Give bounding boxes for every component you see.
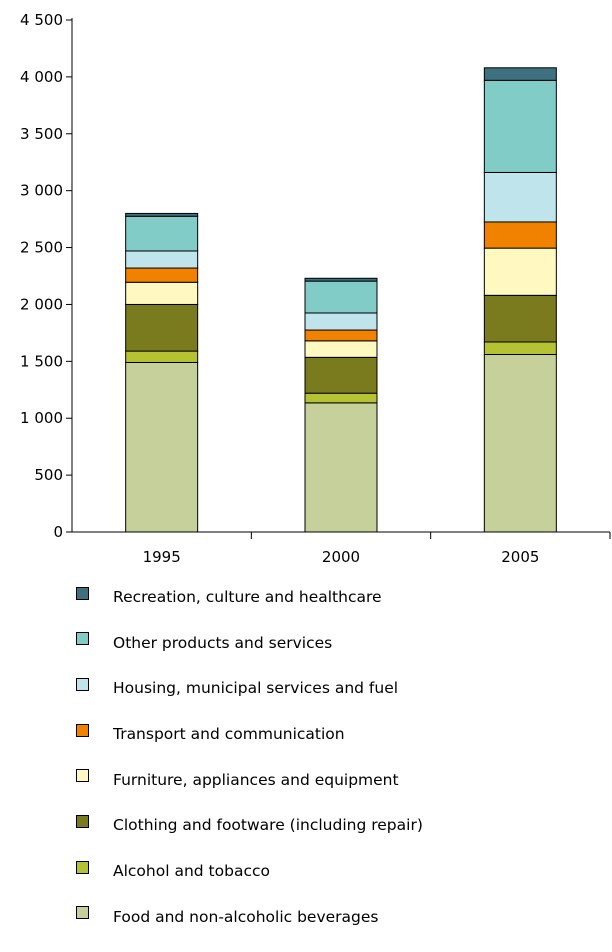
y-tick-label: 2 500 [20, 239, 63, 257]
legend-item: Recreation, culture and healthcare [76, 586, 423, 608]
legend-label: Housing, municipal services and fuel [113, 679, 399, 698]
legend-swatch [76, 723, 89, 737]
bar-segment [125, 303, 199, 352]
bar-segment [483, 341, 557, 356]
bar-segment [304, 356, 378, 394]
legend-label: Transport and communication [113, 725, 345, 744]
axes-layer: 0 500 1 000 1 500 2 000 2 500 3 000 3 500 4 000 4… [20, 11, 611, 566]
bar-segment [304, 280, 378, 314]
legend-swatch [76, 677, 89, 691]
y-tick-label: 4 500 [20, 11, 63, 29]
legend-item: Food and non-alcoholic beverages [76, 906, 423, 928]
bar-segment [483, 171, 557, 223]
bar-segment [304, 329, 378, 342]
y-tick-label: 500 [34, 466, 63, 484]
y-tick-label: 4 000 [20, 68, 63, 86]
bar-segment [483, 221, 557, 249]
bar-segment [483, 247, 557, 296]
bar-segment [304, 340, 378, 358]
legend-label: Food and non-alcoholic beverages [113, 907, 379, 926]
bar-segment [125, 267, 199, 283]
y-tick-label: 3 000 [20, 182, 63, 200]
x-tick-label: 1995 [143, 548, 181, 566]
bar-segment [304, 312, 378, 331]
legend-label: Clothing and footware (including repair) [113, 816, 423, 835]
bars-layer [125, 67, 557, 533]
bar-segment [125, 212, 199, 217]
legend-swatch [76, 769, 89, 783]
bar-segment [304, 277, 378, 282]
bar-segment [304, 392, 378, 404]
legend-label: Recreation, culture and healthcare [113, 588, 382, 606]
bar-segment [125, 250, 199, 269]
bar-segment [125, 281, 199, 305]
legend-label: Alcohol and tobacco [113, 862, 270, 881]
x-tick-label: 2005 [501, 548, 539, 566]
bar-segment [483, 294, 557, 343]
bar-segment [125, 215, 199, 252]
legend-item: Furniture, appliances and equipment [76, 769, 423, 791]
legend-item: Clothing and footware (including repair) [76, 814, 423, 836]
y-tick-label: 2 000 [20, 295, 63, 313]
legend-swatch [76, 632, 89, 646]
legend-item: Housing, municipal services and fuel [76, 677, 423, 699]
bar-segment [304, 402, 378, 533]
bar-segment [483, 67, 557, 81]
x-tick-label: 2000 [322, 548, 360, 566]
legend: Recreation, culture and healthcare Other … [76, 586, 423, 952]
y-tick-label: 1 500 [20, 352, 63, 370]
y-tick-label: 0 [53, 523, 63, 541]
y-tick-label: 1 000 [20, 409, 63, 427]
legend-swatch [76, 586, 89, 600]
legend-swatch [76, 906, 89, 920]
legend-label: Other products and services [113, 633, 333, 652]
bar-segment [125, 361, 199, 533]
legend-item: Transport and communication [76, 723, 423, 745]
bar-segment [483, 79, 557, 173]
y-tick-label: 3 500 [20, 125, 63, 143]
legend-item: Other products and services [76, 632, 423, 654]
bar-segment [483, 354, 557, 533]
legend-label: Furniture, appliances and equipment [113, 770, 399, 789]
legend-swatch [76, 814, 89, 828]
bar-segment [125, 350, 199, 363]
legend-item: Alcohol and tobacco [76, 860, 423, 882]
stacked-bar-chart: 0 500 1 000 1 500 2 000 2 500 3 000 3 500 4 000 4… [20, 11, 611, 566]
legend-swatch [76, 860, 89, 874]
